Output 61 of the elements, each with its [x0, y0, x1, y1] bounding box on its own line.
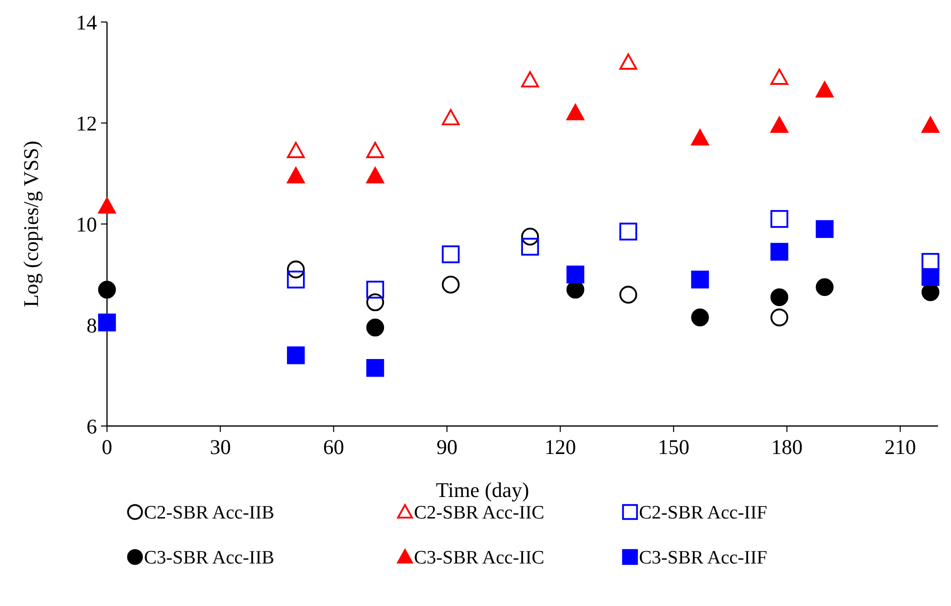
- point: [286, 260, 305, 278]
- point: [366, 280, 384, 299]
- point: [98, 197, 116, 214]
- point: [770, 288, 788, 306]
- point: [521, 238, 539, 256]
- point: [442, 109, 460, 126]
- x-tick-label: 90: [436, 435, 458, 459]
- point: [691, 129, 709, 146]
- point: [770, 242, 788, 261]
- x-tick-label: 120: [544, 435, 576, 459]
- point: [770, 116, 788, 133]
- point: [366, 142, 384, 158]
- point: [691, 308, 709, 326]
- legend-label: C2-SBR Acc-IIF: [639, 502, 768, 524]
- point: [770, 68, 788, 85]
- point: [521, 228, 539, 246]
- point: [366, 318, 384, 336]
- point: [619, 286, 638, 304]
- legend-label: C2-SBR Acc-IIC: [414, 502, 544, 524]
- point: [521, 71, 539, 88]
- point: [619, 54, 638, 70]
- point: [286, 142, 305, 158]
- point: [566, 266, 584, 284]
- legend-label: C2-SBR Acc-IIB: [144, 502, 274, 524]
- point: [442, 245, 460, 264]
- point: [816, 220, 834, 238]
- point: [366, 293, 384, 312]
- y-tick-label: 6: [86, 414, 97, 438]
- point: [98, 280, 116, 299]
- y-tick-label: 10: [76, 212, 97, 236]
- legend-label: C3-SBR Acc-IIF: [639, 548, 768, 569]
- point: [922, 116, 940, 133]
- point: [366, 167, 384, 184]
- y-axis-title: Log (copies/g VSS): [19, 140, 43, 308]
- point: [98, 314, 116, 332]
- point: [770, 210, 788, 228]
- point: [442, 276, 460, 294]
- point: [286, 167, 305, 184]
- point: [619, 222, 638, 240]
- point: [816, 81, 834, 98]
- point: [922, 268, 940, 286]
- y-tick-label: 14: [76, 10, 98, 34]
- point: [816, 278, 834, 296]
- point: [691, 270, 709, 288]
- x-tick-label: 0: [102, 435, 112, 459]
- x-axis-title: Time (day): [436, 478, 530, 502]
- point: [922, 252, 940, 271]
- x-tick-label: 150: [658, 435, 690, 459]
- x-tick-label: 180: [771, 435, 803, 459]
- y-tick-label: 12: [76, 111, 97, 136]
- x-tick-label: 30: [210, 435, 231, 459]
- x-tick-label: 60: [323, 435, 344, 459]
- legend-label: C3-SBR Acc-IIB: [144, 548, 274, 569]
- point: [286, 346, 305, 364]
- point: [366, 359, 384, 377]
- y-tick-label: 8: [86, 313, 97, 338]
- x-tick-label: 210: [884, 435, 916, 459]
- point: [286, 270, 305, 288]
- point: [566, 104, 584, 120]
- point: [770, 308, 788, 326]
- legend-label: C3-SBR Acc-IIC: [414, 548, 544, 569]
